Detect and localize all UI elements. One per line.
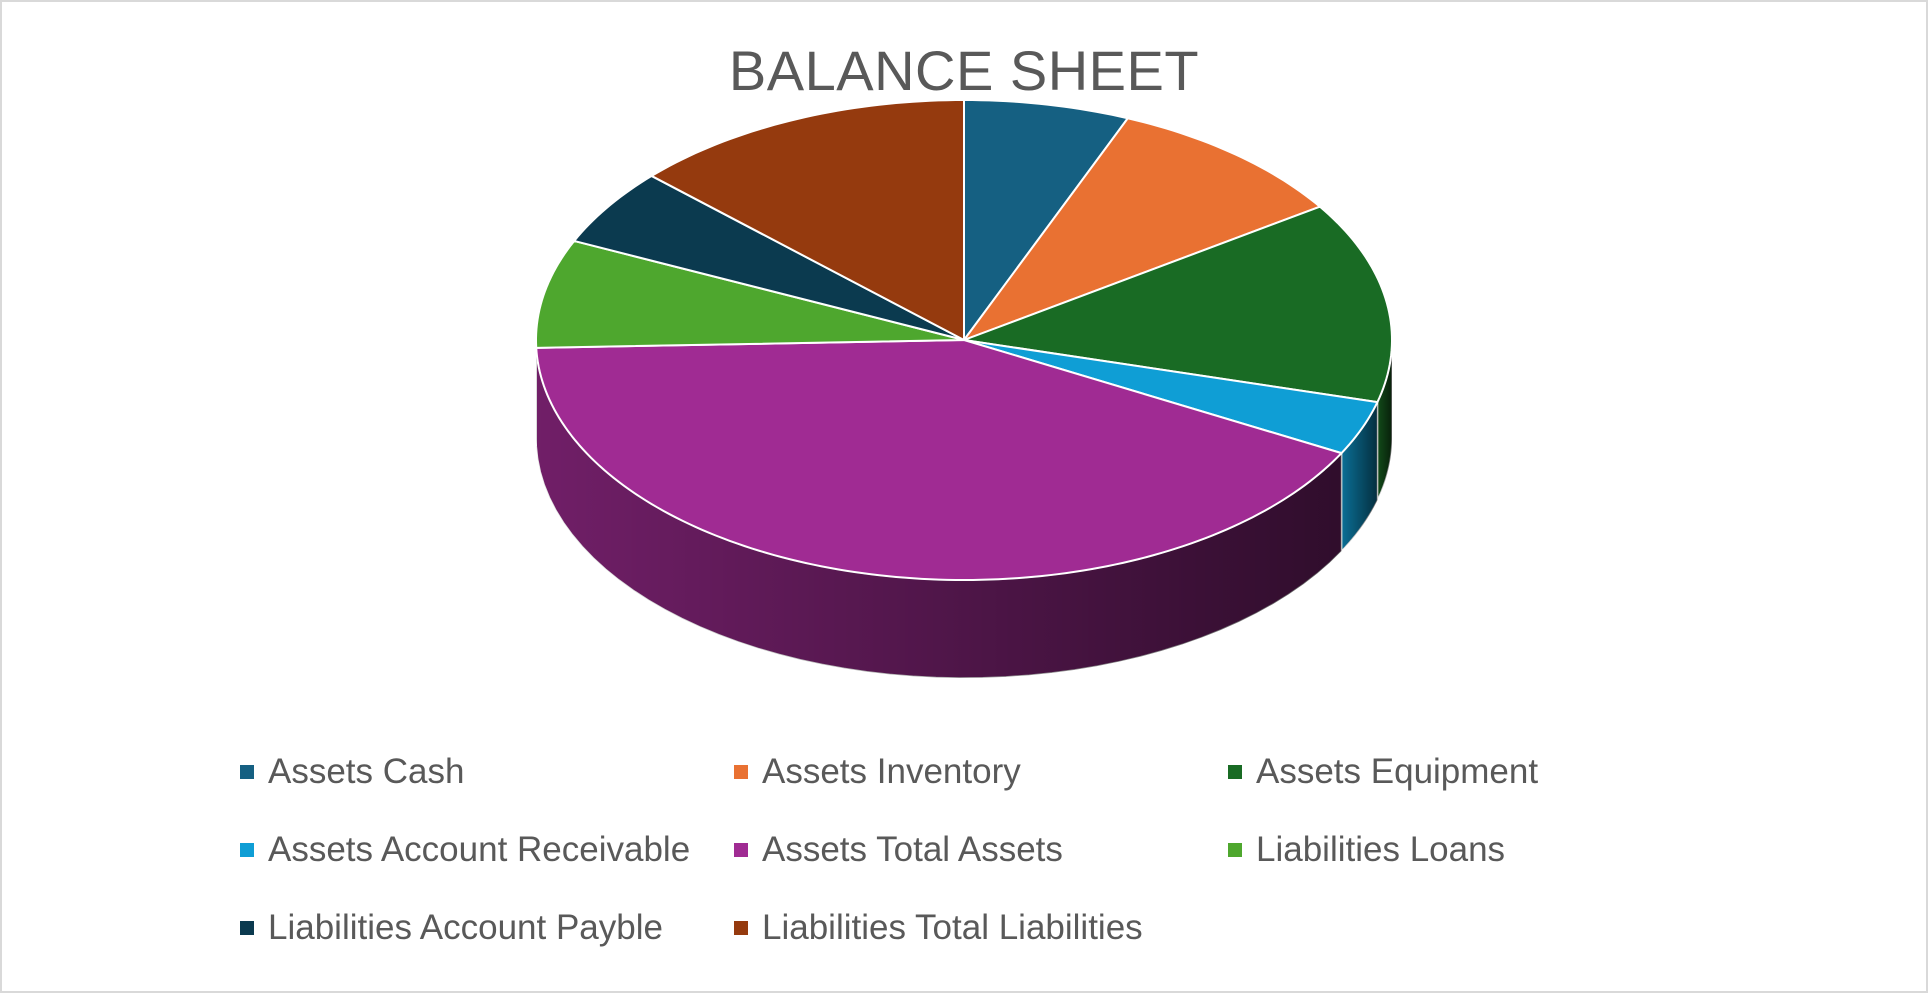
pie-slice-assets-cash: [963, 99, 1129, 341]
legend-swatch: [240, 921, 254, 935]
legend-label: Liabilities Total Liabilities: [762, 908, 1143, 947]
pie-slice-liabilities-loans: [535, 239, 965, 349]
legend-swatch: [240, 765, 254, 779]
legend-item: Liabilities Account Payble: [240, 906, 734, 950]
legend-swatch: [734, 921, 748, 935]
legend-swatch: [734, 843, 748, 857]
legend-label: Assets Inventory: [762, 752, 1021, 791]
pie-slice-assets-total-assets: [535, 339, 1343, 581]
pie-slice-assets-equipment: [963, 205, 1393, 404]
legend-item: Assets Inventory: [734, 750, 1228, 794]
pie-slice-assets-inventory: [963, 117, 1321, 341]
pie-slice-assets-account-receivable: [963, 339, 1379, 455]
pie-slice-liabilities-account-payble: [573, 174, 965, 341]
legend-label: Liabilities Account Payble: [268, 908, 663, 947]
legend-label: Assets Total Assets: [762, 830, 1063, 869]
legend-label: Assets Cash: [268, 752, 465, 791]
legend-item: Liabilities Total Liabilities: [734, 906, 1228, 950]
legend-swatch: [1228, 843, 1242, 857]
legend-item: Assets Equipment: [1228, 750, 1722, 794]
legend-swatch: [1228, 765, 1242, 779]
pie-slice-liabilities-total-liabilities: [650, 99, 965, 341]
pie-slice-side-shade: [1341, 402, 1378, 552]
legend-label: Liabilities Loans: [1256, 830, 1506, 869]
legend-item: Assets Cash: [240, 750, 734, 794]
legend-item: Assets Account Receivable: [240, 828, 734, 872]
pie-slice-side-shade: [1377, 340, 1392, 501]
chart-title: BALANCE SHEET: [728, 39, 1200, 102]
legend-item: Liabilities Loans: [1228, 828, 1722, 872]
legend-swatch: [240, 843, 254, 857]
chart-legend: Assets Cash Assets Inventory Assets Equi…: [240, 750, 1720, 950]
legend-item: Assets Total Assets: [734, 828, 1228, 872]
legend-swatch: [734, 765, 748, 779]
legend-label: Assets Account Receivable: [268, 830, 691, 869]
pie-slice-side-shade: [536, 347, 1342, 678]
legend-label: Assets Equipment: [1256, 752, 1539, 791]
